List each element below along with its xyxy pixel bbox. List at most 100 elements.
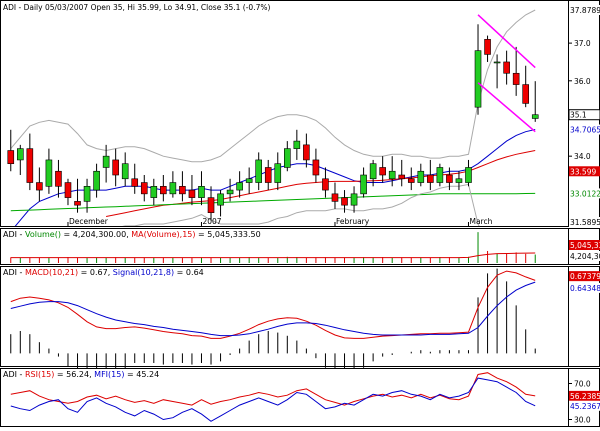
rsi-panel: 30.0 70.0 ADI - RSI(15) = 56.24, MFI(15) =…: [1, 368, 600, 427]
x-tick-label: December: [69, 217, 109, 226]
candle-body: [370, 164, 376, 179]
candle-body: [408, 179, 414, 183]
y-tick-label: 30.0: [574, 416, 591, 425]
candle-body: [523, 85, 529, 104]
panel-title-part: = 0.64: [174, 268, 204, 277]
candle-body: [46, 160, 52, 186]
panel-title-part: = 56.24,: [54, 370, 94, 379]
candle-body: [122, 164, 128, 179]
candle-body: [141, 183, 147, 194]
candle-body: [189, 190, 195, 198]
candle-body: [504, 62, 510, 73]
axis-value-label: 4,204,300: [570, 252, 600, 261]
price-title: ADI - Daily 05/03/2007 Open 35, Hi 35.99…: [3, 3, 270, 12]
candle-body: [160, 186, 166, 194]
candle-body: [265, 167, 271, 182]
candle-body: [294, 141, 300, 149]
panel-title-part: = 4,204,300.00,: [61, 230, 131, 239]
candle-body: [84, 186, 90, 201]
candle-body: [427, 175, 433, 183]
x-tick-label: February: [336, 217, 370, 226]
candle-body: [485, 39, 491, 54]
axis-value-label: 31.5895: [570, 218, 600, 227]
panel-title: ADI - RSI(15) = 56.24, MFI(15) = 45.24: [3, 370, 159, 379]
panel-title-part: MACD(10,21): [25, 268, 78, 277]
candle-body: [227, 190, 233, 194]
candle-body: [475, 51, 481, 108]
candle-body: [418, 171, 424, 182]
candle-body: [494, 62, 500, 63]
panel-frame: [1, 267, 600, 367]
panel-title-part: RSI(15): [25, 370, 54, 379]
candle-body: [322, 179, 328, 190]
candle-body: [389, 171, 395, 179]
y-tick-label: 70.0: [574, 380, 591, 389]
axis-value-label: 37.8789: [570, 6, 600, 15]
x-tick-label: 2007: [202, 217, 221, 226]
candle-body: [198, 186, 204, 197]
volume-panel: ADI - Volume() = 4,204,300.00, MA(Volume…: [1, 228, 600, 265]
y-tick-label: 34.0: [574, 152, 591, 161]
candle-body: [351, 194, 357, 205]
candle-body: [151, 186, 157, 197]
candle-body: [532, 115, 538, 119]
candle-body: [55, 171, 61, 186]
candle-body: [284, 149, 290, 168]
candle-body: [36, 183, 42, 191]
axis-value-label: 5,045,333: [570, 241, 600, 250]
candle-body: [218, 194, 224, 205]
axis-value-label: 0.673791: [570, 272, 600, 281]
x-tick-label: March: [469, 217, 492, 226]
candle-body: [513, 73, 519, 84]
candle-body: [132, 179, 138, 187]
axis-value-label: 35.1: [570, 111, 587, 120]
candle-body: [65, 183, 71, 198]
axis-value-label: 45.2367: [570, 402, 600, 411]
candle-body: [275, 164, 281, 183]
axis-value-label: 56.2385: [570, 392, 600, 401]
axis-value-label: 0.643485: [570, 284, 600, 293]
y-tick-label: 36.0: [574, 77, 591, 86]
candle-body: [437, 167, 443, 182]
candle-body: [456, 179, 462, 183]
axis-value-label: 34.7065: [570, 126, 600, 135]
panel-title-part: ADI -: [3, 230, 25, 239]
panel-title-part: = 45.24: [124, 370, 159, 379]
candle-body: [208, 198, 214, 213]
candle-body: [8, 151, 14, 164]
candle-body: [17, 149, 23, 160]
axis-value-label: 33.0122: [570, 189, 600, 198]
panel-title: ADI - Volume() = 4,204,300.00, MA(Volume…: [3, 230, 261, 239]
panel-title-part: Volume(): [25, 230, 61, 239]
candle-body: [361, 175, 367, 194]
candle-body: [342, 198, 348, 206]
candle-body: [313, 160, 319, 175]
candle-body: [103, 156, 109, 167]
candle-body: [303, 145, 309, 160]
candle-body: [256, 160, 262, 183]
axis-value-label: 33.599: [570, 167, 596, 176]
candle-body: [380, 167, 386, 175]
panel-title-part: = 5,045,333.50: [196, 230, 261, 239]
panel-title-part: ADI -: [3, 268, 25, 277]
panel-title-part: ADI -: [3, 370, 25, 379]
y-tick-label: 37.0: [574, 39, 591, 48]
candle-body: [332, 194, 338, 202]
panel-title-part: = 0.67,: [78, 268, 113, 277]
candle-body: [237, 183, 243, 191]
candle-body: [27, 149, 33, 183]
candle-body: [446, 175, 452, 183]
panel-title-part: Signal(10,21,8): [113, 268, 174, 277]
panel-title-part: MA(Volume),15): [131, 230, 195, 239]
candle-body: [94, 171, 100, 190]
candle-body: [465, 167, 471, 182]
panel-title-part: MFI(15): [94, 370, 124, 379]
candle-body: [399, 175, 405, 179]
candle-body: [246, 179, 252, 183]
candle-body: [75, 201, 81, 205]
panel-title: ADI - MACD(10,21) = 0.67, Signal(10,21,8…: [3, 268, 204, 277]
candle-body: [179, 186, 185, 194]
candle-body: [113, 160, 119, 175]
